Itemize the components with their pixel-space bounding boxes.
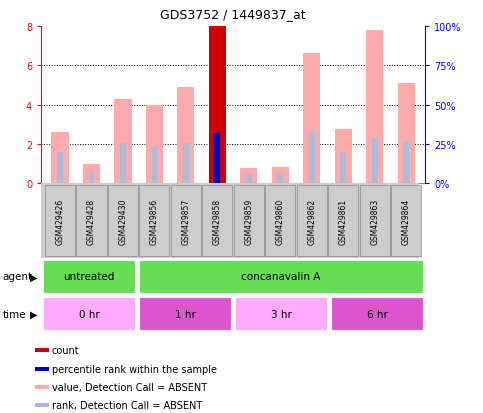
Bar [83, 164, 100, 184]
Bar [391, 185, 421, 256]
Bar [398, 84, 415, 184]
Bar [277, 174, 283, 184]
Bar [170, 185, 201, 256]
Bar [152, 147, 157, 184]
Bar [303, 54, 320, 184]
Text: ▶: ▶ [30, 309, 38, 319]
Text: concanavalin A: concanavalin A [242, 272, 321, 282]
Bar [43, 260, 135, 293]
Text: GSM429428: GSM429428 [87, 198, 96, 244]
Bar [331, 297, 424, 330]
Bar [57, 152, 63, 184]
Text: GSM429857: GSM429857 [181, 198, 190, 244]
Bar [341, 152, 346, 184]
Text: GSM429859: GSM429859 [244, 198, 253, 244]
Bar [335, 130, 352, 184]
Bar [297, 185, 327, 256]
Bar [183, 144, 189, 184]
Bar [35, 348, 49, 352]
Bar [235, 297, 327, 330]
Text: rank, Detection Call = ABSENT: rank, Detection Call = ABSENT [52, 400, 202, 411]
Bar [309, 132, 314, 184]
Bar [139, 260, 424, 293]
Bar [246, 175, 252, 184]
Bar [108, 185, 138, 256]
Bar [271, 167, 289, 184]
Bar [139, 185, 170, 256]
Bar [403, 142, 409, 184]
Bar [35, 404, 49, 407]
Text: GSM429860: GSM429860 [276, 198, 285, 244]
Bar [146, 105, 163, 184]
Bar [139, 297, 231, 330]
Text: value, Detection Call = ABSENT: value, Detection Call = ABSENT [52, 382, 207, 392]
Text: GSM429862: GSM429862 [307, 198, 316, 244]
Text: GDS3752 / 1449837_at: GDS3752 / 1449837_at [160, 8, 306, 21]
Bar [120, 144, 126, 184]
Bar [177, 88, 195, 184]
Text: GSM429863: GSM429863 [370, 198, 379, 244]
Bar [214, 134, 220, 184]
Text: percentile rank within the sample: percentile rank within the sample [52, 364, 217, 374]
Bar [359, 185, 390, 256]
Bar [366, 31, 384, 184]
Bar [202, 185, 232, 256]
Text: GSM429856: GSM429856 [150, 198, 159, 244]
Text: GSM429858: GSM429858 [213, 198, 222, 244]
Text: 0 hr: 0 hr [79, 309, 99, 319]
Text: time: time [2, 309, 26, 319]
Bar [45, 185, 75, 256]
Bar [265, 185, 296, 256]
Bar [76, 185, 107, 256]
Bar [209, 27, 226, 184]
Text: 6 hr: 6 hr [367, 309, 387, 319]
Bar [51, 133, 69, 184]
Bar [35, 385, 49, 389]
Bar [114, 100, 131, 184]
Text: GSM429430: GSM429430 [118, 198, 128, 244]
Text: 3 hr: 3 hr [270, 309, 291, 319]
Bar [35, 367, 49, 371]
Text: count: count [52, 345, 80, 355]
Text: agent: agent [2, 272, 32, 282]
Text: ▶: ▶ [30, 272, 38, 282]
Bar [43, 297, 135, 330]
Text: 1 hr: 1 hr [175, 309, 196, 319]
Bar [234, 185, 264, 256]
Text: untreated: untreated [63, 272, 115, 282]
Bar [328, 185, 358, 256]
Bar [372, 139, 378, 184]
Text: GSM429861: GSM429861 [339, 198, 348, 244]
Text: GSM429426: GSM429426 [56, 198, 64, 244]
Text: GSM429864: GSM429864 [402, 198, 411, 244]
Bar [88, 172, 94, 184]
Bar [240, 169, 257, 184]
